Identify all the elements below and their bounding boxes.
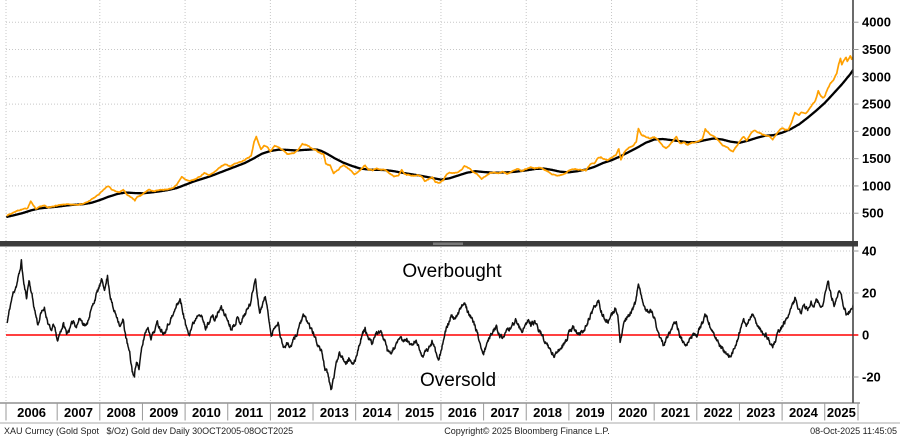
year-label-2006: 2006 bbox=[17, 405, 46, 420]
price-axis-label-1500: 1500 bbox=[862, 151, 891, 166]
year-label-2013: 2013 bbox=[320, 405, 349, 420]
oscillator-axis-label--20: -20 bbox=[862, 370, 881, 385]
price-axis-label-1000: 1000 bbox=[862, 178, 891, 193]
panel-divider-bar bbox=[0, 241, 858, 247]
price-axis-label-500: 500 bbox=[862, 206, 884, 221]
year-label-2008: 2008 bbox=[107, 405, 136, 420]
upper-panel-grid bbox=[5, 0, 853, 241]
overbought-label: Overbought bbox=[402, 261, 502, 282]
price-axis-label-4000: 4000 bbox=[862, 15, 891, 30]
price-axis-label-2000: 2000 bbox=[862, 124, 891, 139]
year-label-2019: 2019 bbox=[576, 405, 605, 420]
price-panel-plot-area[interactable] bbox=[6, 21, 858, 218]
gold-dev-line bbox=[6, 258, 853, 391]
footer-copyright: Copyright© 2025 Bloomberg Finance L.P. bbox=[444, 426, 610, 436]
oscillator-axis-labels: 40 20 0 -20 bbox=[862, 244, 881, 385]
oversold-label: Oversold bbox=[420, 370, 496, 391]
year-label-2021: 2021 bbox=[661, 405, 690, 420]
panel-splitter-handle[interactable] bbox=[433, 242, 463, 246]
year-label-2007: 2007 bbox=[64, 405, 93, 420]
price-axis-label-3500: 3500 bbox=[862, 42, 891, 57]
x-axis-tick-marks bbox=[5, 403, 859, 421]
price-axis-label-3000: 3000 bbox=[862, 69, 891, 84]
year-label-2009: 2009 bbox=[149, 405, 178, 420]
price-axis-labels: 500 1000 1500 2000 2500 3000 3500 4000 bbox=[862, 15, 891, 221]
gold-spot-line bbox=[6, 54, 853, 217]
year-label-2024: 2024 bbox=[789, 405, 819, 420]
oscillator-panel-plot-area[interactable] bbox=[6, 258, 858, 391]
year-label-2018: 2018 bbox=[533, 405, 562, 420]
year-label-2016: 2016 bbox=[448, 405, 477, 420]
year-label-2014: 2014 bbox=[363, 405, 393, 420]
x-axis-year-labels: 2006 2007 2008 2009 2010 2011 2012 2013 2014 2015… bbox=[17, 405, 856, 420]
y-axis-tick-marks bbox=[853, 21, 859, 378]
year-label-2020: 2020 bbox=[618, 405, 647, 420]
year-label-2011: 2011 bbox=[235, 405, 263, 420]
oscillator-axis-label-0: 0 bbox=[862, 328, 869, 343]
price-axis-label-2500: 2500 bbox=[862, 97, 891, 112]
year-label-2025: 2025 bbox=[827, 405, 856, 420]
oscillator-axis-label-20: 20 bbox=[862, 286, 876, 301]
year-label-2010: 2010 bbox=[192, 405, 221, 420]
year-label-2023: 2023 bbox=[746, 405, 775, 420]
oscillator-axis-label-40: 40 bbox=[862, 244, 876, 259]
year-label-2015: 2015 bbox=[405, 405, 434, 420]
year-label-2017: 2017 bbox=[490, 405, 519, 420]
year-label-2012: 2012 bbox=[277, 405, 306, 420]
footer-security-info: XAU Curncy (Gold Spot $/Oz) Gold dev Dai… bbox=[4, 426, 293, 436]
footer-timestamp: 08-Oct-2025 11:45:05 bbox=[810, 426, 897, 436]
gold-average-line bbox=[6, 68, 853, 218]
year-label-2022: 2022 bbox=[704, 405, 733, 420]
